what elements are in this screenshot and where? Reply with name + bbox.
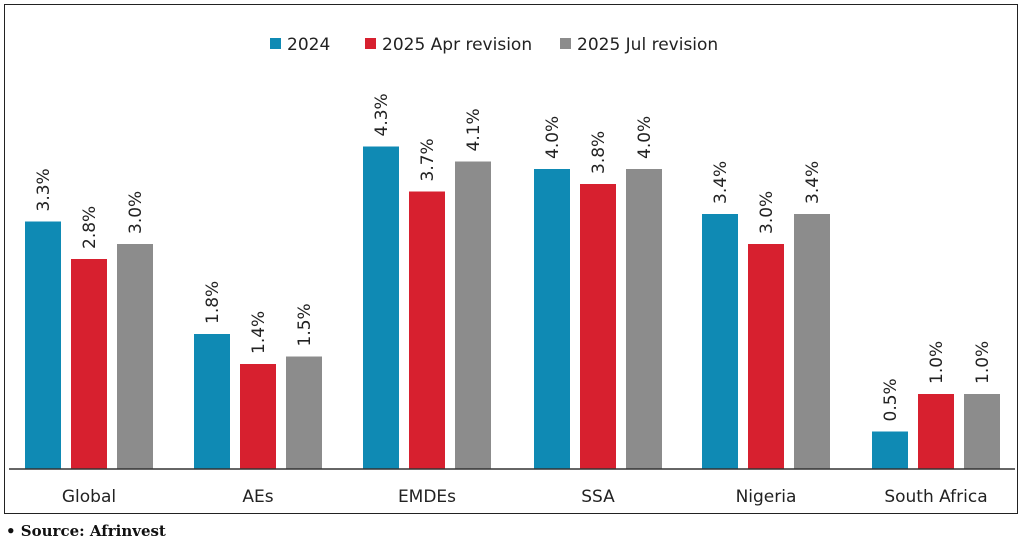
value-label-2-2: 4.1% — [464, 108, 484, 151]
bar-5-0 — [872, 431, 908, 469]
bar-5-1 — [918, 394, 954, 469]
legend: 2024 2025 Apr revision 2025 Jul revision — [270, 35, 718, 55]
legend-swatch-2 — [560, 38, 571, 49]
value-label-5-2: 1.0% — [973, 341, 993, 384]
value-label-1-2: 1.5% — [295, 303, 315, 346]
value-label-2-0: 4.3% — [372, 93, 392, 136]
value-label-3-0: 4.0% — [543, 116, 563, 159]
value-label-3-2: 4.0% — [635, 116, 655, 159]
category-label-1: AEs — [242, 487, 273, 507]
value-label-4-2: 3.4% — [803, 161, 823, 204]
bar-2-0 — [363, 146, 399, 469]
category-label-4: Nigeria — [736, 487, 797, 507]
bar-1-0 — [194, 334, 230, 469]
bar-4-0 — [702, 214, 738, 469]
bar-0-0 — [25, 221, 61, 469]
value-label-0-1: 2.8% — [80, 206, 100, 249]
legend-swatch-0 — [270, 38, 281, 49]
bar-5-2 — [964, 394, 1000, 469]
value-label-0-0: 3.3% — [34, 168, 54, 211]
value-label-5-0: 0.5% — [881, 378, 901, 421]
value-label-1-0: 1.8% — [203, 281, 223, 324]
category-label-5: South Africa — [884, 487, 987, 507]
x-axis-ticks: Global AEs EMDEs SSA Nigeria South Africa — [62, 487, 988, 507]
value-labels-group: 3.3% 2.8% 3.0% 1.8% 1.4% 1.5% 4.3% 3.7% 4.1% 4.0%… — [34, 93, 993, 421]
bar-2-2 — [455, 161, 491, 469]
bar-1-1 — [240, 364, 276, 469]
bar-2-1 — [409, 191, 445, 469]
value-label-0-2: 3.0% — [126, 191, 146, 234]
bar-1-2 — [286, 356, 322, 469]
legend-label-1: 2025 Apr revision — [382, 35, 532, 55]
growth-bar-chart: 2024 2025 Apr revision 2025 Jul revision 3… — [9, 35, 1015, 507]
legend-label-0: 2024 — [287, 35, 330, 55]
bar-0-2 — [117, 244, 153, 469]
value-label-3-1: 3.8% — [589, 131, 609, 174]
legend-label-2: 2025 Jul revision — [577, 35, 718, 55]
category-label-2: EMDEs — [398, 487, 456, 507]
bar-0-1 — [71, 259, 107, 469]
chart-frame: 2024 2025 Apr revision 2025 Jul revision 3… — [4, 4, 1018, 514]
bar-3-1 — [580, 184, 616, 469]
source-note: • Source: Afrinvest — [6, 522, 166, 540]
category-label-3: SSA — [581, 487, 615, 507]
value-label-1-1: 1.4% — [249, 311, 269, 354]
bar-4-1 — [748, 244, 784, 469]
bar-4-2 — [794, 214, 830, 469]
value-label-5-1: 1.0% — [927, 341, 947, 384]
bars-group — [25, 146, 1000, 469]
value-label-2-1: 3.7% — [418, 138, 438, 181]
value-label-4-0: 3.4% — [711, 161, 731, 204]
bar-3-0 — [534, 169, 570, 469]
bar-3-2 — [626, 169, 662, 469]
legend-swatch-1 — [365, 38, 376, 49]
value-label-4-1: 3.0% — [757, 191, 777, 234]
category-label-0: Global — [62, 487, 116, 507]
